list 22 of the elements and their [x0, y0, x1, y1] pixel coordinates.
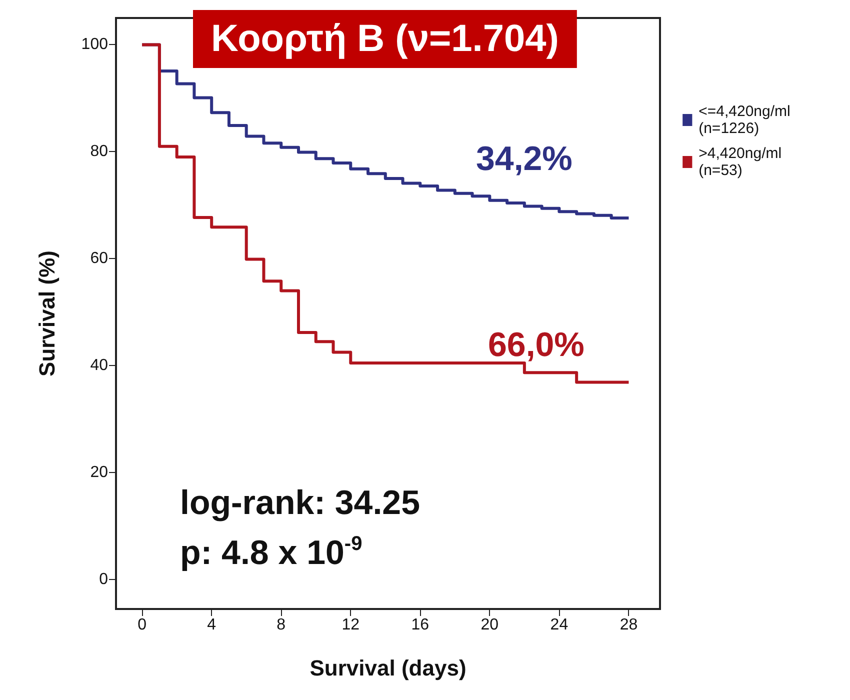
x-tick-label: 28 — [620, 616, 638, 634]
annotation: 34,2% — [476, 140, 572, 178]
x-axis-title: Survival (days) — [310, 656, 466, 680]
y-tick-label: 40 — [90, 357, 108, 374]
y-tick-label: 80 — [90, 143, 108, 160]
y-tick-label: 60 — [90, 250, 108, 268]
annotation: log-rank: 34.25 — [180, 484, 420, 522]
y-tick-label: 0 — [99, 571, 108, 588]
x-tick-label: 16 — [411, 616, 430, 634]
legend-label: <=4,420ng/ml (n=1226) — [698, 103, 790, 137]
legend-label: >4,420ng/ml (n=53) — [698, 145, 782, 179]
chart-title: Κοορτή Β (ν=1.704) — [211, 18, 559, 60]
x-tick-label: 0 — [138, 616, 147, 634]
x-tick-label: 8 — [276, 616, 286, 634]
x-tick-label: 12 — [342, 616, 360, 634]
y-tick-label: 100 — [81, 36, 108, 54]
y-axis-title: Survival (%) — [34, 250, 60, 376]
x-tick-label: 20 — [480, 616, 499, 634]
y-tick-label: 20 — [90, 464, 108, 482]
x-tick-label: 24 — [550, 616, 568, 634]
x-tick-label: 4 — [207, 616, 216, 634]
annotation: 66,0% — [488, 326, 584, 364]
